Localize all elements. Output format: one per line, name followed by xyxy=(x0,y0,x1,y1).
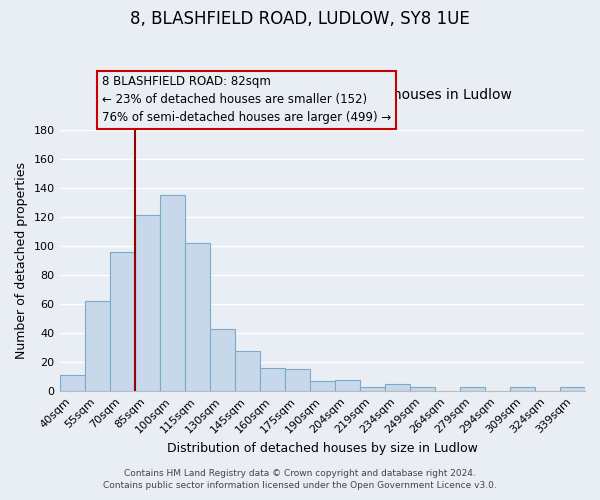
Text: 8 BLASHFIELD ROAD: 82sqm
← 23% of detached houses are smaller (152)
76% of semi-: 8 BLASHFIELD ROAD: 82sqm ← 23% of detach… xyxy=(101,76,391,124)
Bar xyxy=(110,252,134,391)
Bar xyxy=(360,387,385,391)
Bar xyxy=(185,243,209,391)
Bar xyxy=(235,350,260,391)
Bar xyxy=(59,375,85,391)
Bar xyxy=(85,301,110,391)
Text: Contains HM Land Registry data © Crown copyright and database right 2024.
Contai: Contains HM Land Registry data © Crown c… xyxy=(103,468,497,490)
Bar xyxy=(310,381,335,391)
Y-axis label: Number of detached properties: Number of detached properties xyxy=(15,162,28,359)
Bar xyxy=(385,384,410,391)
Bar xyxy=(510,387,535,391)
Bar xyxy=(335,380,360,391)
Bar xyxy=(285,370,310,391)
Text: 8, BLASHFIELD ROAD, LUDLOW, SY8 1UE: 8, BLASHFIELD ROAD, LUDLOW, SY8 1UE xyxy=(130,10,470,28)
Bar xyxy=(460,387,485,391)
Bar xyxy=(134,216,160,391)
Bar xyxy=(260,368,285,391)
Bar xyxy=(209,328,235,391)
Bar xyxy=(160,195,185,391)
Title: Size of property relative to detached houses in Ludlow: Size of property relative to detached ho… xyxy=(133,88,512,102)
X-axis label: Distribution of detached houses by size in Ludlow: Distribution of detached houses by size … xyxy=(167,442,478,455)
Bar xyxy=(560,387,585,391)
Bar xyxy=(410,387,435,391)
